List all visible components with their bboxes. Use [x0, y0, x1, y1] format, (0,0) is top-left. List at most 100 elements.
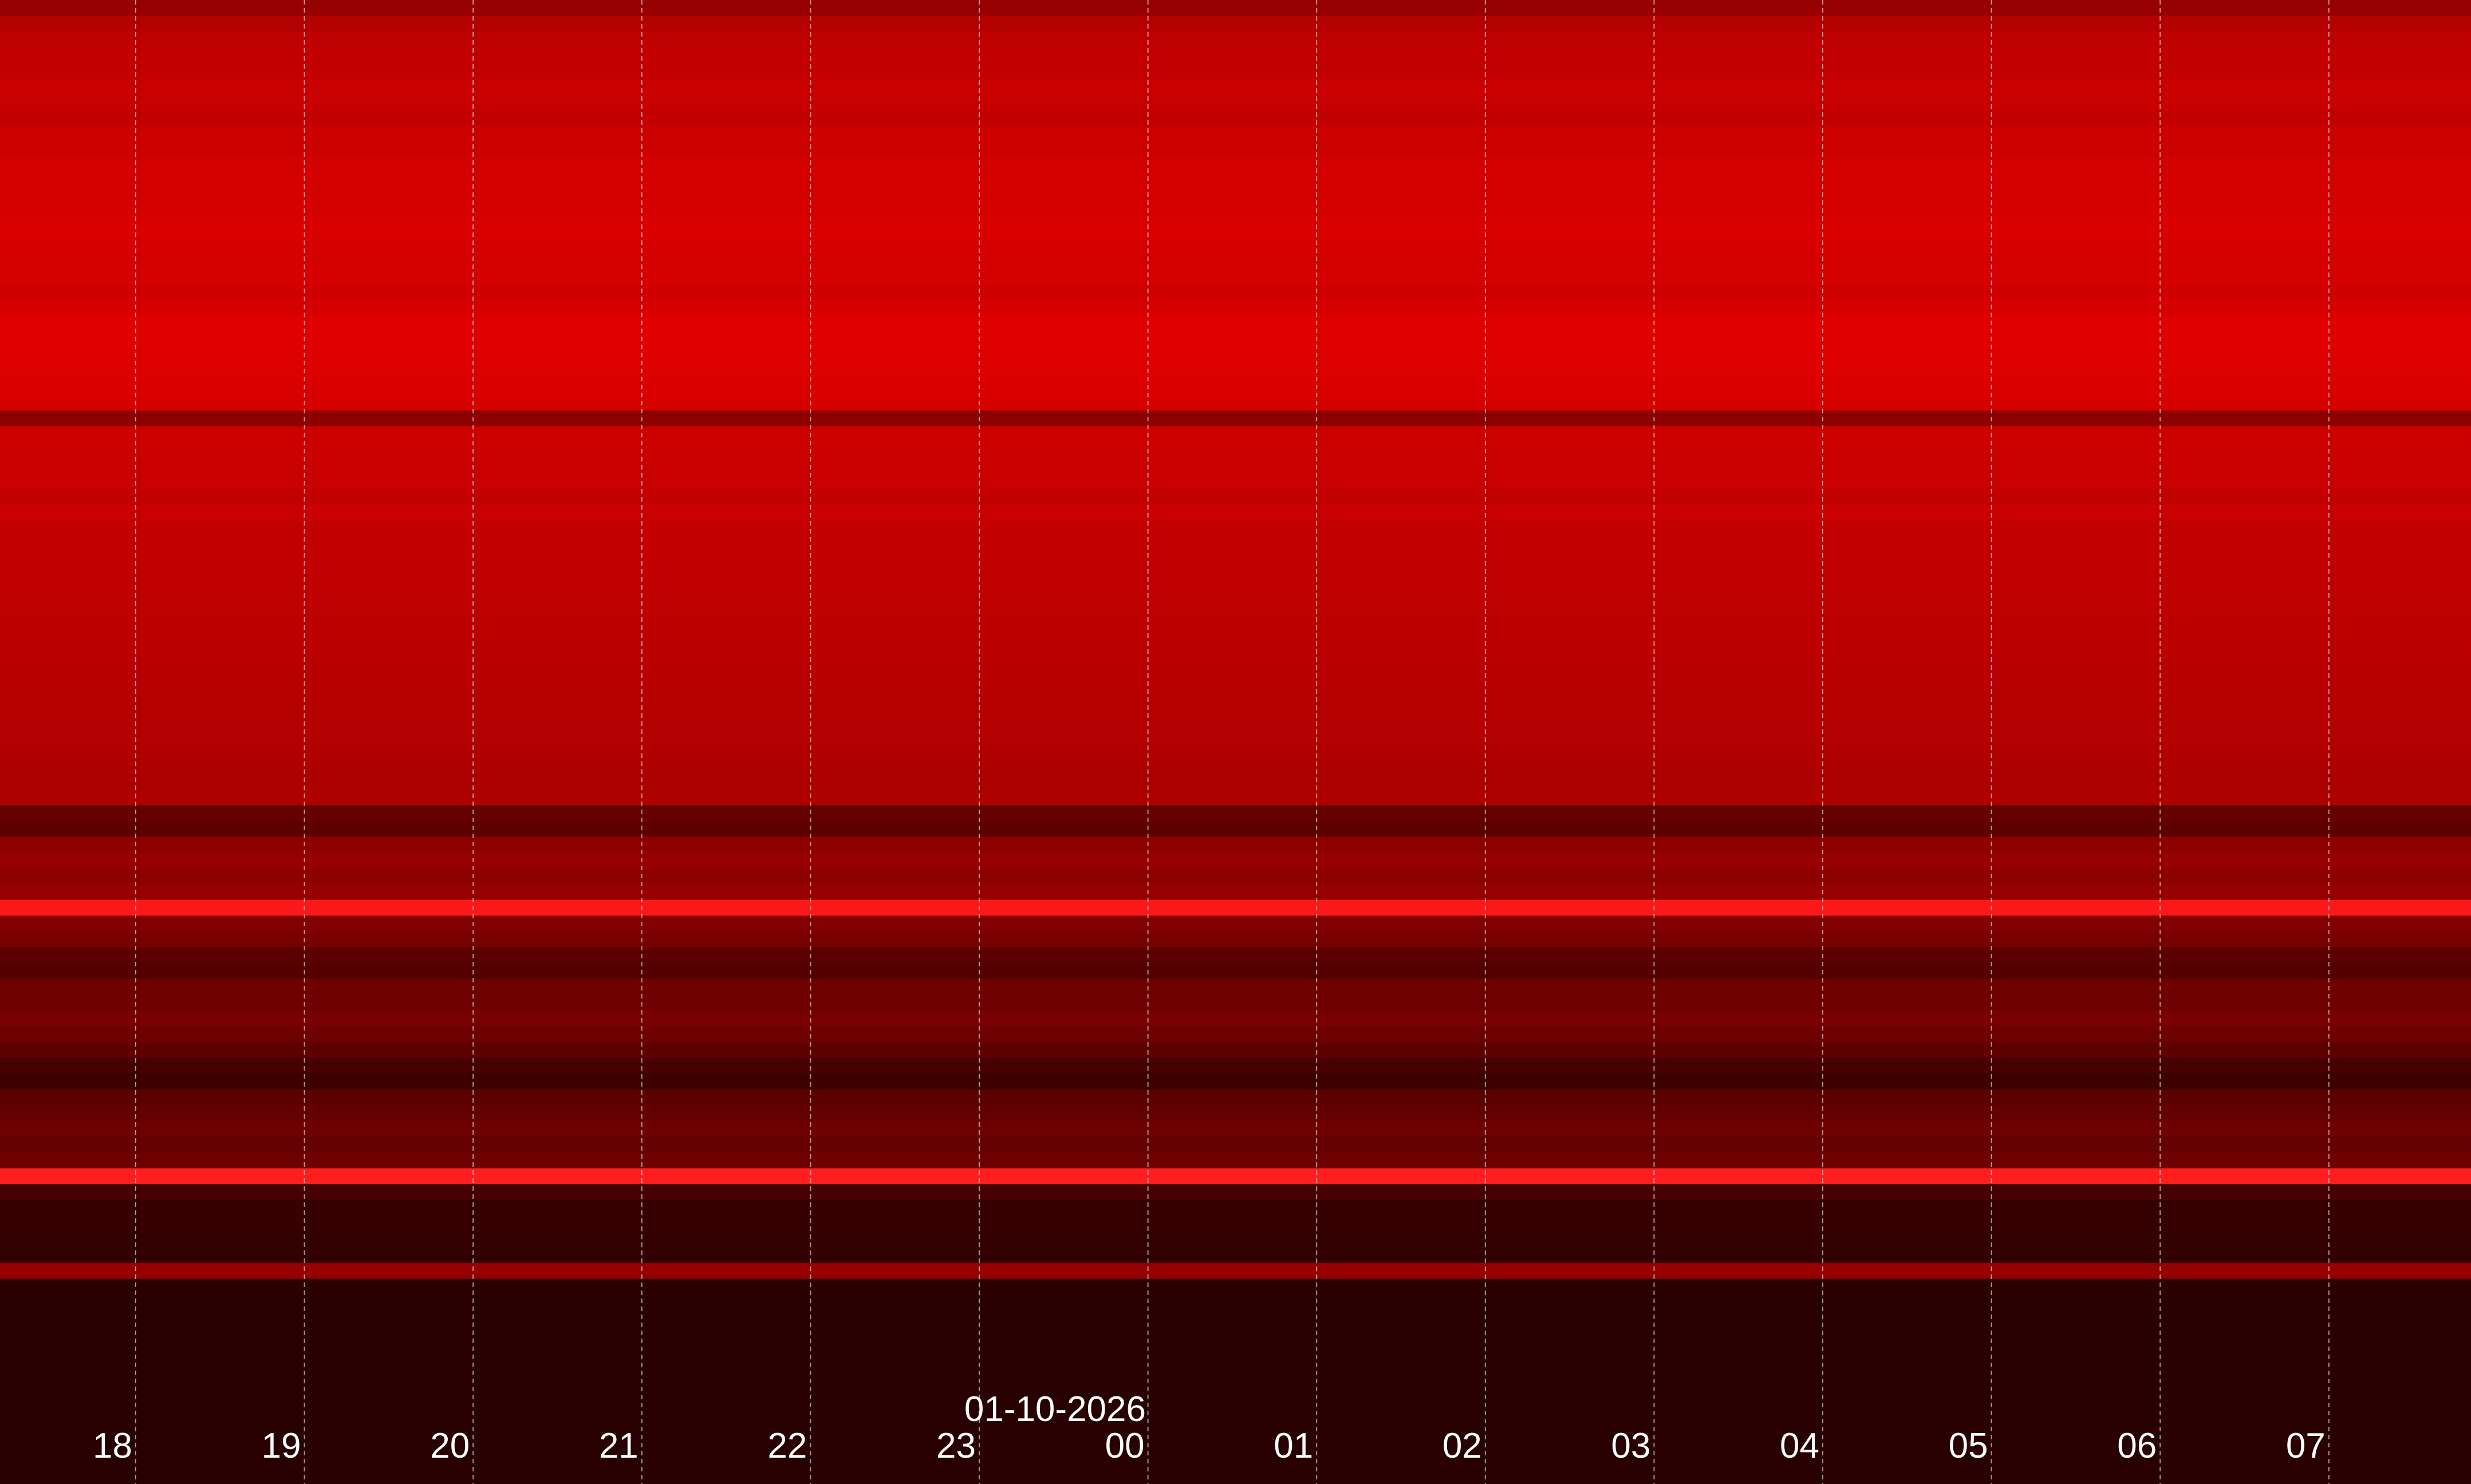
date-label: 01-10-2026 — [964, 1390, 1146, 1429]
heatmap-row — [0, 852, 2471, 869]
heatmap-row — [0, 789, 2471, 806]
heatmap-row — [0, 742, 2471, 759]
x-tick-label: 23 — [936, 1426, 976, 1466]
heatmap-row — [0, 899, 2471, 917]
heatmap-row — [0, 489, 2471, 506]
heatmap-row — [0, 1199, 2471, 1217]
heatmap-row — [0, 1231, 2471, 1248]
heatmap-row — [0, 63, 2471, 80]
heatmap-row — [0, 1010, 2471, 1027]
heatmap-row — [0, 663, 2471, 680]
heatmap-row — [0, 1073, 2471, 1090]
x-tick-label: 21 — [599, 1426, 639, 1466]
heatmap-row — [0, 47, 2471, 64]
heatmap-row — [0, 15, 2471, 33]
heatmap-row — [0, 363, 2471, 380]
heatmap-row — [0, 347, 2471, 364]
heatmap-row — [0, 236, 2471, 254]
heatmap-row — [0, 1294, 2471, 1311]
heatmap-row — [0, 268, 2471, 285]
heatmap-row — [0, 915, 2471, 932]
heatmap-row — [0, 884, 2471, 901]
heatmap-row — [0, 1262, 2471, 1280]
heatmap-row — [0, 94, 2471, 112]
heatmap-row — [0, 615, 2471, 632]
heatmap-row — [0, 1215, 2471, 1232]
heatmap-row — [0, 1089, 2471, 1106]
heatmap-row — [0, 157, 2471, 175]
x-tick-label: 07 — [2286, 1426, 2326, 1466]
heatmap-row — [0, 931, 2471, 948]
heatmap-row — [0, 142, 2471, 159]
heatmap-row — [0, 647, 2471, 664]
x-tick-label: 06 — [2117, 1426, 2157, 1466]
heatmap-row — [0, 1341, 2471, 1359]
heatmap-row — [0, 473, 2471, 490]
heatmap-row — [0, 1468, 2471, 1484]
heatmap-row — [0, 1168, 2471, 1185]
heatmap-row — [0, 1184, 2471, 1201]
heatmap-row — [0, 599, 2471, 617]
heatmap-row — [0, 536, 2471, 554]
x-tick-label: 00 — [1105, 1426, 1145, 1466]
heatmap-row — [0, 1105, 2471, 1122]
x-tick-label: 05 — [1949, 1426, 1988, 1466]
x-tick-label: 03 — [1611, 1426, 1650, 1466]
heatmap-row — [0, 947, 2471, 964]
heatmap-row — [0, 820, 2471, 838]
heatmap-row — [0, 520, 2471, 538]
heatmap-row — [0, 126, 2471, 143]
heatmap-row — [0, 1420, 2471, 1438]
heatmap-row — [0, 552, 2471, 569]
heatmap-row — [0, 694, 2471, 711]
heatmap-row — [0, 205, 2471, 222]
heatmap-row — [0, 442, 2471, 459]
x-tick-label: 01 — [1274, 1426, 1313, 1466]
heatmap-row — [0, 1357, 2471, 1374]
heatmap-row — [0, 1389, 2471, 1406]
heatmap-row — [0, 252, 2471, 269]
heatmap-row — [0, 994, 2471, 1011]
time-tick-labels: 18 19 20 21 22 23 00 01 02 03 04 05 06 07 — [93, 1426, 2326, 1466]
heatmap-row — [0, 1373, 2471, 1390]
heatmap-row — [0, 1136, 2471, 1153]
heatmap-row — [0, 1452, 2471, 1469]
heatmap-row — [0, 726, 2471, 743]
heatmap-row — [0, 221, 2471, 238]
heatmap-row — [0, 378, 2471, 396]
heatmap-row — [0, 678, 2471, 696]
heatmap-row — [0, 0, 2471, 17]
heatmap-row — [0, 1152, 2471, 1169]
heatmap-row — [0, 963, 2471, 980]
heatmap-row — [0, 315, 2471, 333]
heatmap-row — [0, 1405, 2471, 1422]
heatmap-row — [0, 173, 2471, 190]
heatmap-row — [0, 1057, 2471, 1075]
heatmap-row — [0, 110, 2471, 127]
heatmap-row — [0, 1120, 2471, 1138]
heatmap-row — [0, 1436, 2471, 1453]
heatmap-row — [0, 1041, 2471, 1059]
heatmap-row — [0, 568, 2471, 585]
heatmap-row — [0, 978, 2471, 996]
heatmap-row — [0, 1278, 2471, 1296]
heatmap-row — [0, 299, 2471, 317]
x-tick-label: 22 — [767, 1426, 807, 1466]
heatmap-row — [0, 394, 2471, 411]
x-tick-label: 04 — [1780, 1426, 1819, 1466]
heatmap-row — [0, 1310, 2471, 1327]
heatmap-row — [0, 410, 2471, 427]
heatmap-row — [0, 868, 2471, 885]
heatmap-row — [0, 710, 2471, 727]
heatmap-row — [0, 757, 2471, 775]
heatmap-row — [0, 284, 2471, 301]
heatmap-row — [0, 805, 2471, 822]
heatmap-row — [0, 189, 2471, 206]
heatmap-row — [0, 1247, 2471, 1264]
heatmap-row — [0, 31, 2471, 48]
time-gridlines — [135, 0, 2330, 1484]
heatmap-row — [0, 457, 2471, 475]
